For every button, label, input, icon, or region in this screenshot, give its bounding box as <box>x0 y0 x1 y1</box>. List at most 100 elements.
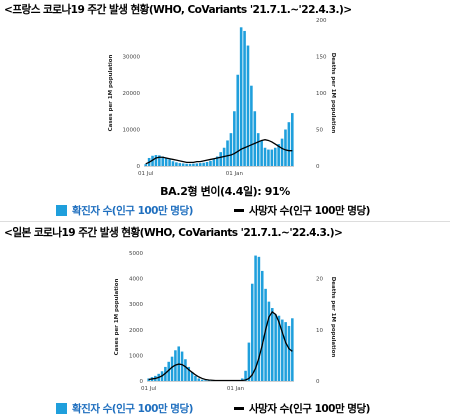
france-cases-bar <box>260 140 263 166</box>
japan-cases-bar <box>147 378 150 381</box>
japan-cases-bar <box>207 380 211 381</box>
japan-cases-bar <box>260 270 264 381</box>
japan-cases-bar <box>277 315 281 381</box>
france-cases-bar <box>243 30 246 167</box>
japan-cases-bar <box>244 370 247 381</box>
japan-chart: 0 1000 2000 3000 4000 5000 0 10 20 01 Jul 01 Jan Ca… <box>114 251 336 391</box>
france-cases-bar <box>209 160 212 166</box>
japan-cases-bar <box>167 361 170 381</box>
japan-cases-bar <box>184 359 187 381</box>
france-cases-bar <box>144 164 147 166</box>
france-cases-bar <box>161 156 165 166</box>
france-cases-bar <box>253 111 257 166</box>
france-cases-bar <box>263 147 267 166</box>
france-chart-title: <프랑스 코로나19 주간 발생 현황(WHO, CoVariants '21.… <box>4 4 352 16</box>
japan-x-tick-label: 01 Jul <box>141 386 157 391</box>
france-legend: 확진자 수(인구 100만 명당) 사망자 수(인구 100만 명당) <box>0 203 450 219</box>
france-cases-bar <box>273 147 277 166</box>
japan-cases-bar <box>284 322 287 381</box>
japan-left-tick-label: 4000 <box>129 277 143 283</box>
france-deaths-line <box>145 139 293 165</box>
section-divider <box>0 221 450 222</box>
france-cases-bar <box>287 122 291 166</box>
france-right-tick-label: 200 <box>316 18 327 24</box>
japan-left-axis-title: Cases per 1M population <box>114 279 120 356</box>
france-cases-bar <box>188 163 192 166</box>
france-cases-bar <box>202 162 205 166</box>
france-cases-bar <box>233 111 236 166</box>
cases-legend-label: 확진자 수(인구 100만 명당) <box>72 403 193 415</box>
japan-cases-bar <box>281 319 284 381</box>
france-cases-bar <box>267 149 270 166</box>
ba2-variant-note: BA.2형 변이(4.4일): 91% <box>160 185 290 198</box>
france-cases-bar <box>226 140 229 166</box>
france-cases-bar <box>250 85 253 166</box>
japan-cases-bar <box>271 308 274 381</box>
japan-cases-bar <box>247 342 251 381</box>
cases-legend-swatch <box>56 205 67 216</box>
japan-left-tick-label: 1000 <box>129 353 143 359</box>
japan-cases-bar <box>180 351 184 381</box>
france-left-tick-label: 10000 <box>123 128 141 134</box>
france-cases-bar <box>256 133 260 166</box>
japan-x-tick-label: 01 Jan <box>227 386 245 391</box>
deaths-legend-label: 사망자 수(인구 100만 명당) <box>249 205 370 217</box>
france-cases-bar <box>219 152 222 166</box>
japan-cases-bar <box>187 366 191 381</box>
deaths-legend-swatch <box>234 209 244 212</box>
france-left-axis-title: Cases per 1M population <box>108 55 114 132</box>
france-cases-bar <box>216 156 219 166</box>
japan-left-tick-label: 5000 <box>129 251 143 257</box>
france-cases-bar <box>158 155 161 166</box>
france-chart: 0 10000 20000 30000 0 50 100 150 200 01 Jul 01 Jan… <box>108 18 336 177</box>
france-cases-bar <box>291 113 294 166</box>
cases-legend-swatch <box>56 403 67 414</box>
france-cases-bar <box>284 129 287 166</box>
cases-legend-label: 확진자 수(인구 100만 명당) <box>72 205 193 217</box>
japan-cases-bar <box>190 372 194 381</box>
france-right-tick-label: 0 <box>316 164 320 170</box>
japan-right-axis-title: Deaths per 1M population <box>330 277 336 358</box>
japan-cases-bar <box>254 255 257 381</box>
japan-right-tick-label: 10 <box>316 328 323 334</box>
japan-left-tick-label: 2000 <box>129 328 143 334</box>
france-cases-bar <box>229 133 233 166</box>
japan-cases-bar <box>287 325 291 381</box>
france-cases-bar <box>185 163 188 166</box>
france-cases-bar <box>171 161 175 166</box>
japan-cases-bar <box>291 318 294 381</box>
japan-cases-bar <box>267 301 271 381</box>
france-cases-bar <box>178 163 182 166</box>
japan-cases-bar <box>250 283 254 381</box>
france-left-tick-label: 20000 <box>123 91 141 97</box>
france-cases-bar <box>280 138 284 167</box>
japan-deaths-line <box>148 310 293 382</box>
france-right-tick-label: 150 <box>316 55 327 61</box>
france-left-tick-label: 30000 <box>123 55 141 61</box>
japan-cases-bar <box>257 256 261 381</box>
japan-cases-bar <box>204 380 207 381</box>
japan-legend: 확진자 수(인구 100만 명당) 사망자 수(인구 100만 명당) <box>0 401 450 417</box>
japan-cases-bar <box>194 375 197 381</box>
france-cases-bar <box>277 144 280 166</box>
france-cases-bar <box>154 155 158 166</box>
japan-cases-bar <box>264 288 267 381</box>
france-left-tick-label: 0 <box>137 164 141 170</box>
france-x-tick-label: 01 Jul <box>138 171 154 177</box>
japan-right-tick-label: 0 <box>316 379 320 385</box>
france-right-axis-title: Deaths per 1M population <box>330 53 336 134</box>
france-cases-bar <box>195 163 199 166</box>
japan-left-tick-label: 3000 <box>129 302 143 308</box>
france-cases-bar <box>270 149 274 166</box>
france-cases-bar <box>168 159 171 166</box>
france-x-tick-label: 01 Jan <box>226 171 244 177</box>
france-cases-bar <box>181 163 185 166</box>
japan-right-tick-label: 20 <box>316 277 323 283</box>
japan-left-tick-label: 0 <box>140 379 144 385</box>
france-cases-bar <box>198 163 202 166</box>
france-cases-bar <box>236 74 240 166</box>
deaths-legend-label: 사망자 수(인구 100만 명당) <box>249 403 370 415</box>
france-cases-bar <box>239 27 243 166</box>
japan-cases-bar <box>274 314 277 381</box>
japan-cases-bar <box>197 378 201 381</box>
